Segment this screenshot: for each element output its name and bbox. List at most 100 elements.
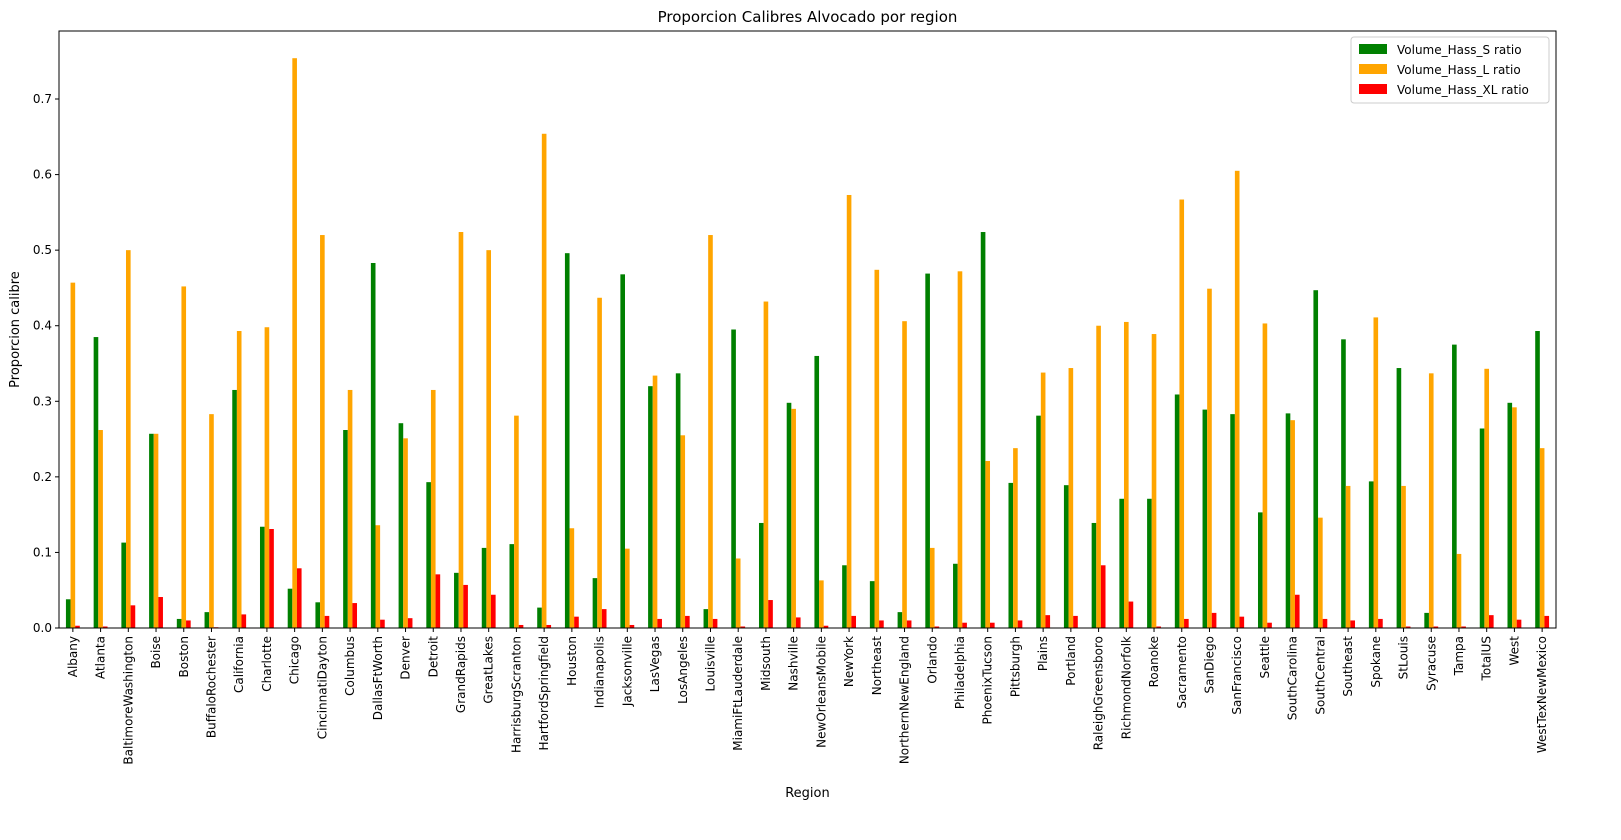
bar-miamiftlauderdale-s0	[731, 329, 736, 628]
legend-swatch-1	[1359, 64, 1387, 74]
bar-richmondnorfolk-s1	[1123, 321, 1129, 628]
bar-chicago-s2	[296, 568, 302, 628]
x-tick-label: Spokane	[1369, 636, 1383, 688]
bar-california-s1	[236, 331, 242, 628]
bar-harrisburgscranton-s2	[518, 624, 524, 628]
bar-tampa-s2	[1461, 626, 1466, 628]
bar-plains-s0	[1036, 415, 1041, 628]
bar-baltimorewashington-s1	[125, 250, 131, 628]
bar-roanoke-s1	[1151, 334, 1157, 628]
bar-syracuse-s2	[1433, 626, 1439, 628]
bar-southcentral-s1	[1318, 517, 1323, 628]
bar-northeast-s0	[869, 581, 875, 628]
x-tick-label: Syracuse	[1424, 636, 1438, 691]
x-tick-label: Indianapolis	[593, 636, 607, 708]
x-tick-label: GreatLakes	[482, 636, 496, 704]
bar-boise-s2	[158, 597, 163, 628]
bar-portland-s2	[1073, 615, 1078, 628]
x-tick-label: Seattle	[1258, 636, 1272, 678]
bar-atlanta-s0	[93, 337, 99, 628]
bar-charlotte-s1	[264, 327, 270, 628]
bar-harrisburgscranton-s0	[509, 544, 515, 628]
bar-indianapolis-s2	[601, 609, 607, 628]
x-tick-label: Louisville	[703, 636, 717, 692]
bar-orlando-s2	[934, 626, 940, 628]
y-tick-label: 0.6	[33, 168, 52, 182]
bar-charlotte-s2	[269, 529, 274, 628]
y-axis-label: Proporcion calibre	[8, 271, 23, 388]
bar-columbus-s0	[343, 430, 348, 628]
x-tick-label: Charlotte	[260, 636, 274, 692]
x-tick-label: TotalUS	[1480, 636, 1494, 681]
y-tick-label: 0.4	[33, 319, 52, 333]
bar-series-group	[65, 58, 1550, 629]
bar-cincinnatidayton-s2	[324, 615, 330, 628]
x-tick-label: Chicago	[288, 636, 302, 684]
bar-baltimorewashington-s0	[121, 542, 126, 628]
x-tick-label: WestTexNewMexico	[1535, 636, 1549, 753]
bar-boston-s1	[181, 286, 187, 628]
bar-west-s2	[1516, 619, 1522, 628]
bar-hartfordspringfield-s0	[537, 607, 542, 628]
bar-northeast-s1	[874, 269, 880, 628]
bar-nashville-s1	[791, 408, 796, 628]
bar-westtexnewmexico-s0	[1535, 331, 1540, 628]
bar-stlouis-s0	[1396, 368, 1402, 628]
bar-southcarolina-s1	[1290, 420, 1295, 628]
x-tick-label: NewYork	[842, 636, 856, 687]
bar-westtexnewmexico-s1	[1539, 448, 1545, 628]
bar-west-s0	[1507, 402, 1513, 628]
x-tick-label: West	[1507, 636, 1521, 666]
bar-lasvegas-s2	[657, 618, 662, 628]
x-tick-label: MiamiFtLauderdale	[731, 636, 745, 751]
x-tick-label: NewOrleansMobile	[814, 636, 828, 748]
x-tick-label: BaltimoreWashington	[121, 636, 135, 765]
bar-newyork-s1	[846, 194, 852, 628]
bar-california-s2	[241, 614, 247, 628]
legend-swatch-2	[1359, 84, 1387, 94]
x-tick-label: Detroit	[426, 636, 440, 678]
bar-newyork-s2	[851, 615, 857, 628]
bar-plains-s2	[1045, 615, 1051, 628]
bar-northernnewengland-s0	[897, 612, 903, 628]
x-tick-label: Pittsburgh	[1008, 636, 1022, 697]
bar-buffalorochester-s0	[204, 612, 210, 628]
x-tick-label: Plains	[1036, 636, 1050, 671]
x-tick-label: Houston	[565, 636, 579, 686]
bar-philadelphia-s1	[957, 271, 963, 628]
bar-syracuse-s0	[1424, 612, 1429, 628]
x-tick-label: Roanoke	[1147, 636, 1161, 687]
bar-miamiftlauderdale-s2	[740, 626, 746, 628]
bar-dallasftworth-s1	[375, 525, 381, 628]
bar-detroit-s2	[435, 574, 441, 628]
bar-pittsburgh-s2	[1017, 620, 1023, 628]
bar-northernnewengland-s1	[902, 321, 907, 628]
bar-phoenixtucson-s0	[980, 232, 986, 628]
bar-lasvegas-s0	[648, 386, 653, 628]
bar-baltimorewashington-s2	[130, 605, 136, 628]
bar-louisville-s2	[712, 618, 718, 628]
x-tick-label: SouthCarolina	[1286, 636, 1300, 720]
bar-southeast-s1	[1345, 485, 1351, 628]
bar-charlotte-s0	[259, 526, 265, 628]
y-tick-label: 0.0	[33, 621, 52, 635]
x-tick-label: Midsouth	[759, 636, 773, 691]
bar-lasvegas-s1	[652, 375, 658, 628]
x-tick-label: Southeast	[1341, 636, 1355, 697]
bar-sacramento-s2	[1184, 618, 1189, 628]
x-tick-label: SouthCentral	[1313, 636, 1327, 715]
bar-totalus-s0	[1479, 428, 1485, 628]
bar-orlando-s0	[925, 273, 930, 628]
x-tick-label: Orlando	[925, 636, 939, 684]
bar-philadelphia-s0	[953, 563, 958, 628]
x-tick-label: DallasFtWorth	[371, 636, 385, 720]
bar-chicago-s0	[287, 588, 293, 628]
x-tick-label: SanFrancisco	[1230, 636, 1244, 715]
bar-nashville-s0	[786, 402, 792, 628]
bar-dallasftworth-s2	[380, 619, 385, 628]
bar-southcentral-s2	[1322, 618, 1328, 628]
x-tick-label: BuffaloRochester	[204, 636, 218, 738]
bar-raleighgreensboro-s1	[1096, 325, 1101, 628]
bar-pittsburgh-s0	[1008, 482, 1014, 628]
bar-losangeles-s0	[675, 373, 681, 628]
